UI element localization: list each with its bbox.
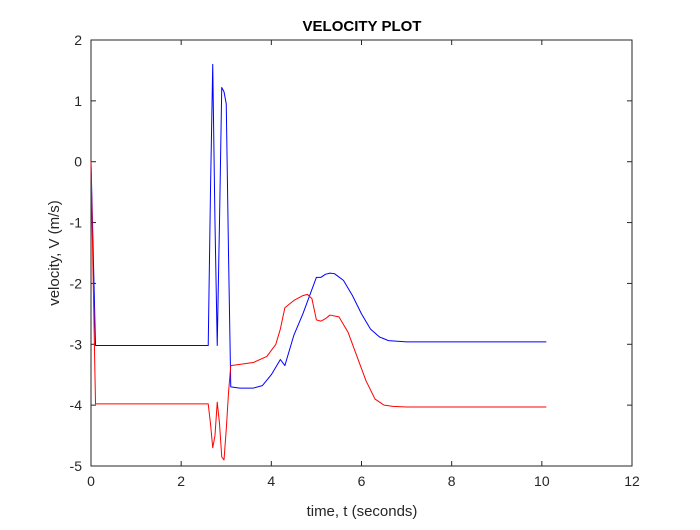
x-tick-label: 12 — [624, 473, 640, 489]
y-tick-label: -1 — [70, 215, 83, 231]
y-axis-label: velocity, V (m/s) — [46, 200, 63, 306]
plot-area-box — [90, 39, 633, 467]
y-tick-label: 0 — [74, 154, 82, 170]
x-tick-label: 8 — [448, 473, 456, 489]
y-tick-label: -2 — [70, 275, 83, 291]
x-tick-label: 0 — [87, 473, 95, 489]
y-tick-label: -4 — [70, 397, 83, 413]
x-axis-label: time, t (seconds) — [307, 503, 418, 520]
x-tick-label: 6 — [358, 473, 366, 489]
x-tick-label: 2 — [177, 473, 185, 489]
x-tick-label: 4 — [267, 473, 275, 489]
y-tick-label: 1 — [74, 93, 82, 109]
y-tick-label: 2 — [74, 32, 82, 48]
series-line-2 — [90, 161, 547, 461]
y-tick-label: -5 — [70, 458, 83, 474]
x-tick-label: 10 — [534, 473, 550, 489]
series-layer — [90, 63, 547, 461]
chart-title: VELOCITY PLOT — [303, 18, 422, 35]
y-tick-label: -3 — [70, 336, 83, 352]
series-line-1 — [90, 63, 547, 389]
